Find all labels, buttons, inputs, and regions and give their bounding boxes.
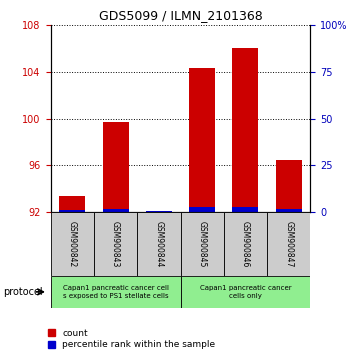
Bar xyxy=(146,211,172,212)
Bar xyxy=(59,210,85,212)
Text: Capan1 pancreatic cancer cell
s exposed to PS1 stellate cells: Capan1 pancreatic cancer cell s exposed … xyxy=(62,285,169,299)
Bar xyxy=(189,207,215,212)
Text: GSM900843: GSM900843 xyxy=(111,221,120,268)
Text: GSM900847: GSM900847 xyxy=(284,221,293,268)
Legend: count, percentile rank within the sample: count, percentile rank within the sample xyxy=(48,329,216,349)
Text: Capan1 pancreatic cancer
cells only: Capan1 pancreatic cancer cells only xyxy=(200,285,291,299)
Bar xyxy=(232,207,258,212)
Bar xyxy=(189,68,215,212)
Bar xyxy=(137,212,180,276)
Text: protocol: protocol xyxy=(4,287,43,297)
Text: GSM900846: GSM900846 xyxy=(241,221,250,268)
Bar xyxy=(276,160,302,212)
Bar xyxy=(232,48,258,212)
Bar xyxy=(59,196,85,212)
Text: GSM900842: GSM900842 xyxy=(68,221,77,267)
Bar xyxy=(224,212,267,276)
Bar xyxy=(51,276,180,308)
Bar xyxy=(94,212,137,276)
Bar xyxy=(180,212,224,276)
Bar xyxy=(103,209,129,212)
Text: GSM900845: GSM900845 xyxy=(198,221,206,268)
Bar xyxy=(276,209,302,212)
Text: GSM900844: GSM900844 xyxy=(155,221,163,268)
Title: GDS5099 / ILMN_2101368: GDS5099 / ILMN_2101368 xyxy=(99,9,262,22)
Bar xyxy=(51,212,94,276)
Bar xyxy=(103,122,129,212)
Bar xyxy=(180,276,310,308)
Bar xyxy=(267,212,310,276)
